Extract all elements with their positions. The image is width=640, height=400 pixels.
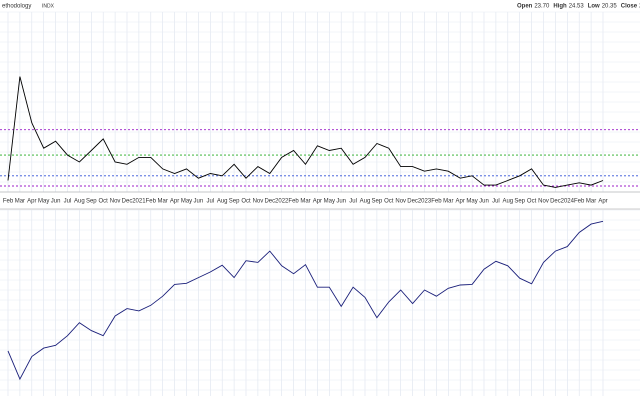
x-tick-label: Apr xyxy=(27,199,36,205)
x-tick-label: Jun xyxy=(194,199,204,205)
ohlc-label: High xyxy=(553,4,567,10)
x-tick-label: 2024 xyxy=(561,199,575,205)
x-tick-label: Mar xyxy=(443,199,453,205)
x-tick-label: Apr xyxy=(598,199,607,205)
x-tick-label: Apr xyxy=(313,199,322,205)
x-tick-label: May xyxy=(181,199,192,205)
x-tick-label: Aug xyxy=(502,199,513,205)
x-tick-label: Feb xyxy=(288,199,299,205)
x-tick-label: Jul xyxy=(206,199,214,205)
x-tick-label: Aug xyxy=(74,199,85,205)
x-tick-label: Feb xyxy=(3,199,14,205)
x-tick-label: Aug xyxy=(360,199,371,205)
x-tick-label: Nov xyxy=(253,199,264,205)
x-tick-label: Feb xyxy=(574,199,585,205)
price-line xyxy=(7,220,604,381)
chart-title: ethodology xyxy=(2,4,31,10)
x-tick-label: Sep xyxy=(372,199,383,205)
x-tick-label: Dec xyxy=(407,199,418,205)
x-tick-label: May xyxy=(324,199,335,205)
x-tick-label: Dec xyxy=(122,199,133,205)
x-tick-label: Dec xyxy=(264,199,275,205)
x-tick-label: Jul xyxy=(64,199,72,205)
x-tick-label: Mar xyxy=(300,199,310,205)
x-tick-label: Oct xyxy=(384,199,394,205)
x-tick-label: Mar xyxy=(15,199,25,205)
x-tick-label: Oct xyxy=(241,199,251,205)
x-tick-label: Oct xyxy=(99,199,109,205)
x-tick-label: Feb xyxy=(146,199,157,205)
price-line xyxy=(7,76,604,188)
x-tick-label: Sep xyxy=(514,199,525,205)
x-tick-label: Mar xyxy=(158,199,168,205)
x-tick-label: Jun xyxy=(479,199,489,205)
x-tick-label: Apr xyxy=(456,199,465,205)
x-tick-label: Nov xyxy=(110,199,121,205)
x-tick-label: Sep xyxy=(229,199,240,205)
x-tick-label: Nov xyxy=(538,199,549,205)
x-tick-label: Oct xyxy=(527,199,537,205)
x-tick-label: Mar xyxy=(586,199,596,205)
x-tick-label: Aug xyxy=(217,199,228,205)
x-tick-label: Feb xyxy=(431,199,442,205)
x-tick-label: 2021 xyxy=(132,199,146,205)
ohlc-label: Low xyxy=(588,4,600,10)
x-tick-label: Jul xyxy=(349,199,357,205)
x-tick-label: Jun xyxy=(51,199,61,205)
ohlc-value: 24.53 xyxy=(569,4,585,10)
ohlc-value: 20.35 xyxy=(602,4,618,10)
x-tick-label: Sep xyxy=(86,199,97,205)
x-tick-label: 2022 xyxy=(275,199,289,205)
ohlc-value: 23.70 xyxy=(534,4,550,10)
x-tick-label: Apr xyxy=(170,199,179,205)
symbol: INDX xyxy=(42,3,55,9)
x-tick-label: Nov xyxy=(395,199,406,205)
x-tick-label: May xyxy=(38,199,49,205)
x-tick-label: Jul xyxy=(492,199,500,205)
x-tick-label: May xyxy=(466,199,477,205)
ohlc-label: Close xyxy=(621,4,638,10)
x-tick-label: 2023 xyxy=(418,199,432,205)
ohlc-label: Open xyxy=(517,4,533,10)
x-tick-label: Dec xyxy=(550,199,561,205)
x-tick-label: Jun xyxy=(336,199,346,205)
